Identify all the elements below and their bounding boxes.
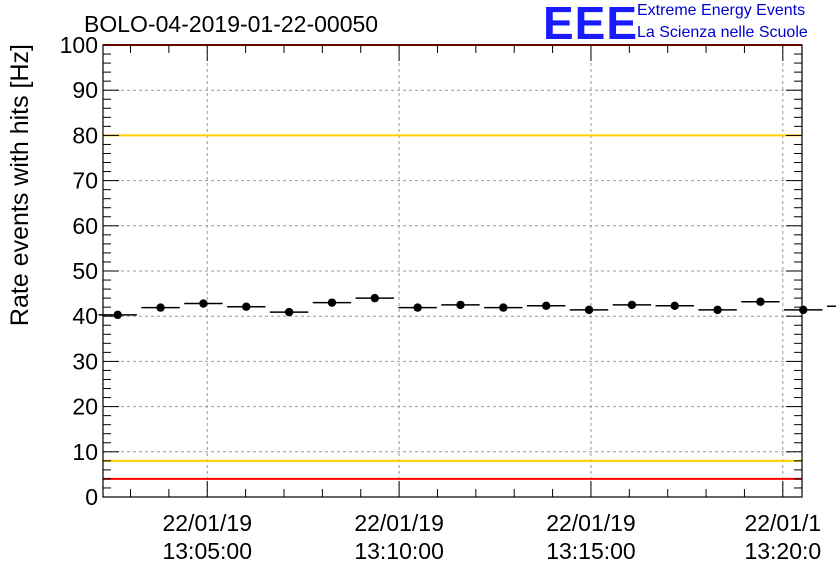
y-tick-label: 20 [72,394,98,420]
data-point [713,305,722,315]
y-axis-label: Rate events with hits [Hz] [6,44,34,326]
logo-line-2: La Scienza nelle Scuole [637,24,808,41]
y-tick-label: 40 [72,303,98,329]
eee-logo: EEE [543,0,639,49]
data-point [799,305,808,315]
y-tick-label: 10 [72,439,98,465]
x-tick-label-date: 22/01/19 [162,510,252,536]
y-tick-label: 30 [72,348,98,374]
data-point [756,297,765,306]
data-point [499,303,508,312]
data-point [456,300,465,310]
data-point [156,303,165,312]
data-points [98,293,836,320]
y-tick-label: 70 [72,168,98,194]
data-point [627,300,637,310]
y-tick-label: 100 [60,32,98,58]
x-tick-label-time: 13:15:00 [546,538,636,564]
y-tick-label: 90 [72,77,98,103]
data-point [113,310,122,320]
x-tick-label-date: 22/01/19 [354,510,444,536]
data-point [242,302,251,311]
data-point [327,298,337,307]
y-tick-label: 50 [72,258,98,284]
x-tick-label-time: 13:10:00 [354,538,444,564]
data-point [541,301,551,311]
y-tick-label: 0 [85,484,98,510]
axes: 010203040506070809010022/01/1913:05:0022… [60,32,822,564]
x-tick-label-date: 22/01/19 [546,510,636,536]
x-tick-label-time: 13:05:00 [162,538,252,564]
data-point [284,307,294,317]
logo-line-1: Extreme Energy Events [637,2,806,19]
reference-lines [103,44,802,480]
y-tick-label: 60 [72,213,98,239]
chart-title: BOLO-04-2019-01-22-00050 [84,11,378,37]
y-tick-label: 80 [72,122,98,148]
x-tick-label-date: 22/01/1 [744,510,821,536]
data-point [670,301,679,311]
data-point [413,303,422,312]
data-point [199,299,208,308]
x-tick-label-time: 13:20:0 [744,538,821,564]
data-point [370,293,379,303]
grid [103,45,802,497]
data-point [584,305,594,315]
